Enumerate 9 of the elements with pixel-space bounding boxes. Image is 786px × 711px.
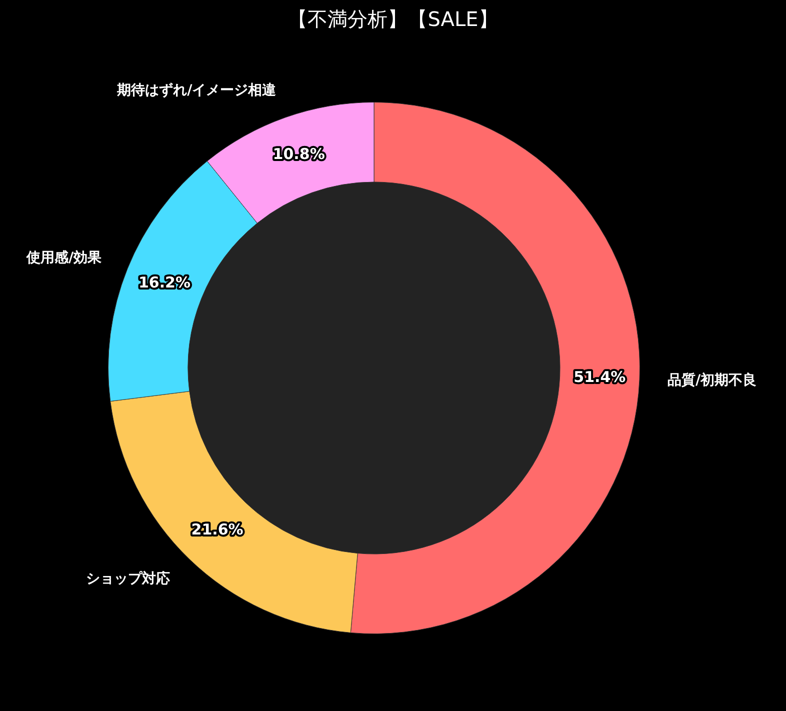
- slice-label: 期待はずれ/イメージ相違: [116, 82, 278, 99]
- slice-label: 品質/初期不良: [667, 372, 757, 389]
- slice-label: ショップ対応: [86, 570, 170, 588]
- data-label: 10.8%: [272, 144, 325, 163]
- slice-label: 使用感/効果: [25, 250, 103, 266]
- data-label: 16.2%: [138, 273, 191, 292]
- data-label: 21.6%: [191, 520, 244, 539]
- chart-title: 【不満分析】【SALE】: [286, 6, 500, 33]
- data-label: 51.4%: [574, 368, 626, 386]
